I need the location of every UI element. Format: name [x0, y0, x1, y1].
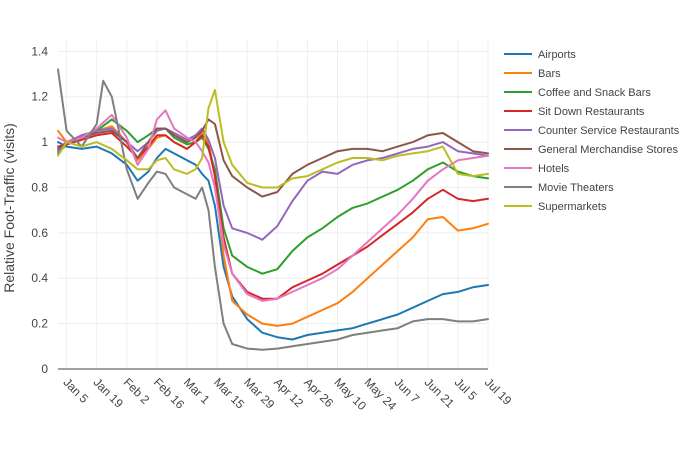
series-lines [57, 68, 489, 351]
series-line-6[interactable] [57, 109, 489, 302]
legend-item[interactable]: Bars [504, 68, 561, 80]
series-line-2[interactable] [57, 118, 489, 275]
y-tick-label: 0.2 [31, 317, 48, 331]
y-tick-label: 1.4 [31, 44, 48, 58]
legend-label: Counter Service Restaurants [538, 125, 680, 137]
series-line-4[interactable] [57, 127, 489, 241]
legend-item[interactable]: Airports [504, 49, 576, 61]
y-tick-label: 0 [41, 362, 48, 376]
x-tick-label: Feb 16 [151, 375, 188, 412]
series-line-8[interactable] [57, 88, 489, 189]
legend-label: Sit Down Restaurants [538, 106, 645, 118]
legend-item[interactable]: Hotels [504, 163, 570, 175]
legend-label: General Merchandise Stores [538, 144, 679, 156]
x-tick-label: Mar 15 [211, 375, 248, 412]
x-tick-label: Jan 19 [91, 375, 127, 411]
x-tick-label: Mar 29 [241, 375, 278, 412]
y-tick-label: 1.2 [31, 90, 48, 104]
y-tick-label: 1 [41, 135, 48, 149]
y-axis-label: Relative Foot-Traffic (visits) [1, 123, 17, 293]
legend-item[interactable]: Sit Down Restaurants [504, 106, 645, 118]
legend-label: Bars [538, 68, 561, 80]
legend-label: Coffee and Snack Bars [538, 87, 651, 99]
x-tick-label: May 10 [331, 375, 369, 413]
legend-item[interactable]: Supermarkets [504, 201, 607, 213]
legend[interactable]: Airports Bars Coffee and Snack Bars Sit Dow… [504, 49, 680, 213]
legend-label: Hotels [538, 163, 570, 175]
legend-label: Airports [538, 49, 576, 61]
x-tick-label: Feb 2 [121, 375, 153, 407]
x-tick-label: Jan 5 [60, 375, 91, 406]
legend-item[interactable]: Coffee and Snack Bars [504, 87, 651, 99]
x-tick-label: Apr 26 [301, 375, 336, 410]
legend-item[interactable]: Movie Theaters [504, 182, 614, 194]
y-tick-label: 0.4 [31, 271, 48, 285]
x-tick-label: May 24 [361, 375, 399, 413]
legend-item[interactable]: General Merchandise Stores [504, 144, 679, 156]
legend-label: Supermarkets [538, 201, 607, 213]
x-tick-label: Jul 19 [482, 375, 515, 408]
series-line-5[interactable] [57, 118, 489, 198]
y-tick-label: 0.8 [31, 180, 48, 194]
x-tick-label: Jun 21 [422, 375, 458, 411]
series-line-7[interactable] [57, 68, 489, 351]
y-tick-label: 0.6 [31, 226, 48, 240]
x-tick-label: Apr 12 [271, 375, 306, 410]
legend-label: Movie Theaters [538, 182, 614, 194]
legend-item[interactable]: Counter Service Restaurants [504, 125, 680, 137]
